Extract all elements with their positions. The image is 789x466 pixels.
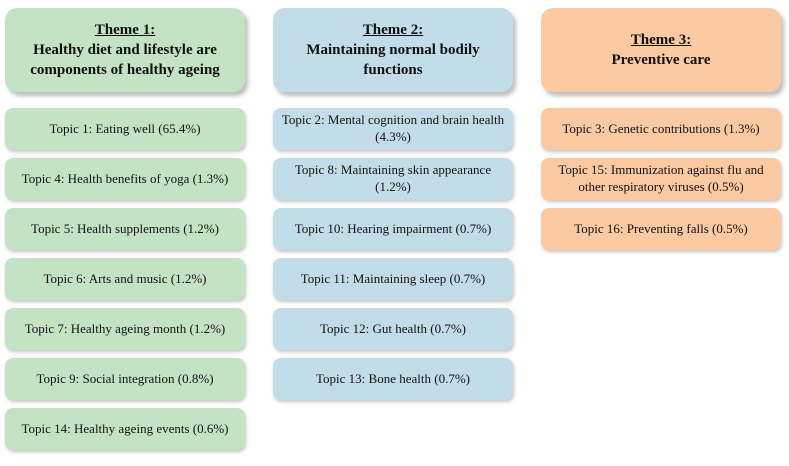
topic-box: Topic 1: Eating well (65.4%) [5, 108, 245, 150]
topic-box: Topic 11: Maintaining sleep (0.7%) [273, 258, 513, 300]
theme-header-2: Theme 2: Maintaining normal bodily funct… [273, 8, 513, 92]
topic-box: Topic 2: Mental cognition and brain heal… [273, 108, 513, 150]
topic-box: Topic 10: Hearing impairment (0.7%) [273, 208, 513, 250]
topic-box: Topic 6: Arts and music (1.2%) [5, 258, 245, 300]
theme-column-3: Theme 3: Preventive care Topic 3: Geneti… [541, 8, 781, 258]
topic-box: Topic 7: Healthy ageing month (1.2%) [5, 308, 245, 350]
topic-box: Topic 16: Preventing falls (0.5%) [541, 208, 781, 250]
theme-column-1: Theme 1: Healthy diet and lifestyle are … [5, 8, 245, 458]
theme-title: Theme 3: [630, 31, 692, 48]
topic-list-1: Topic 1: Eating well (65.4%) Topic 4: Hea… [5, 108, 245, 458]
theme-column-2: Theme 2: Maintaining normal bodily funct… [273, 8, 513, 408]
topic-box: Topic 13: Bone health (0.7%) [273, 358, 513, 400]
topic-box: Topic 9: Social integration (0.8%) [5, 358, 245, 400]
theme-header-3: Theme 3: Preventive care [541, 8, 781, 92]
theme-subtitle: Preventive care [611, 52, 711, 68]
topic-box: Topic 15: Immunization against flu and o… [541, 158, 781, 200]
themes-row: Theme 1: Healthy diet and lifestyle are … [5, 8, 781, 458]
topic-box: Topic 5: Health supplements (1.2%) [5, 208, 245, 250]
theme-subtitle: Maintaining normal bodily functions [306, 41, 480, 79]
theme-header-1: Theme 1: Healthy diet and lifestyle are … [5, 8, 245, 92]
theme-title: Theme 2: [362, 21, 424, 38]
topic-box: Topic 3: Genetic contributions (1.3%) [541, 108, 781, 150]
topic-list-3: Topic 3: Genetic contributions (1.3%) Top… [541, 108, 781, 258]
topic-box: Topic 4: Health benefits of yoga (1.3%) [5, 158, 245, 200]
topic-box: Topic 14: Healthy ageing events (0.6%) [5, 408, 245, 450]
topic-box: Topic 12: Gut health (0.7%) [273, 308, 513, 350]
topic-box: Topic 8: Maintaining skin appearance (1.… [273, 158, 513, 200]
topic-list-2: Topic 2: Mental cognition and brain heal… [273, 108, 513, 408]
theme-title: Theme 1: [94, 21, 156, 38]
theme-subtitle: Healthy diet and lifestyle are component… [30, 41, 220, 79]
